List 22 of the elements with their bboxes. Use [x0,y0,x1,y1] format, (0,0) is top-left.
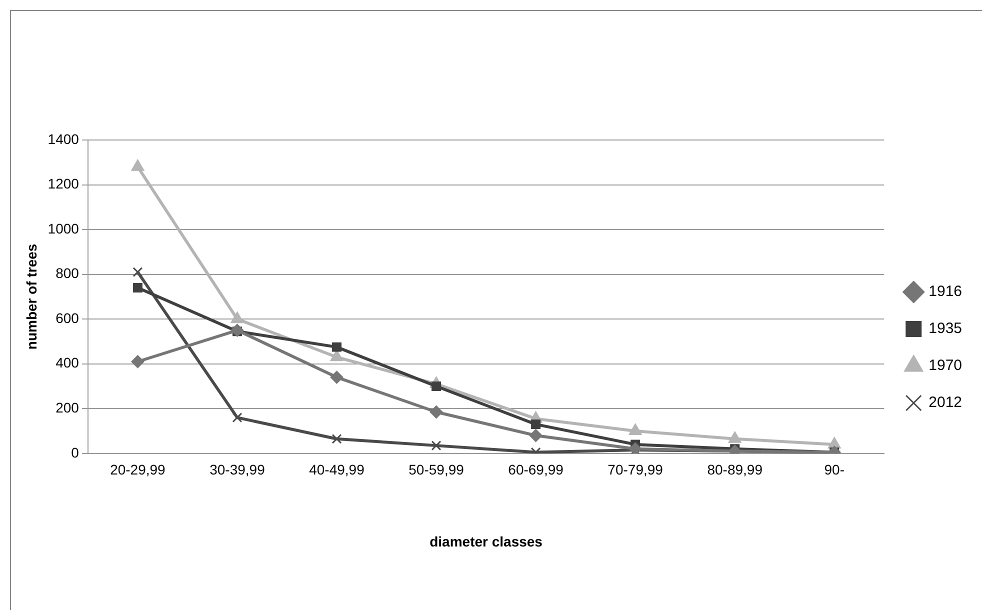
legend-label: 1970 [928,357,962,374]
x-tick-label: 70-79,99 [608,462,664,478]
legend-label: 1935 [928,320,962,338]
y-tick-label: 0 [71,444,80,460]
y-axis-title: number of trees [23,244,40,350]
x-tick-label: 50-59,99 [408,462,464,478]
x-tick-label: 80-89,99 [707,462,763,478]
y-tick-label: 1400 [48,130,80,147]
x-tick-label: 60-69,99 [508,462,564,478]
y-tick-label: 1200 [48,176,80,192]
x-tick-label: 90- [824,462,845,478]
x-tick-label: 40-49,99 [309,462,365,478]
x-axis-title: diameter classes [430,533,543,550]
y-tick-label: 800 [56,265,80,282]
y-tick-label: 1000 [48,220,80,236]
y-tick-label: 400 [56,354,80,371]
x-tick-label: 30-39,99 [210,462,266,478]
legend-label: 2012 [928,394,962,412]
y-tick-label: 200 [56,399,80,416]
y-tick-label: 600 [56,310,80,326]
x-tick-label: 20-29,99 [110,462,166,478]
legend-label: 1916 [928,283,962,300]
